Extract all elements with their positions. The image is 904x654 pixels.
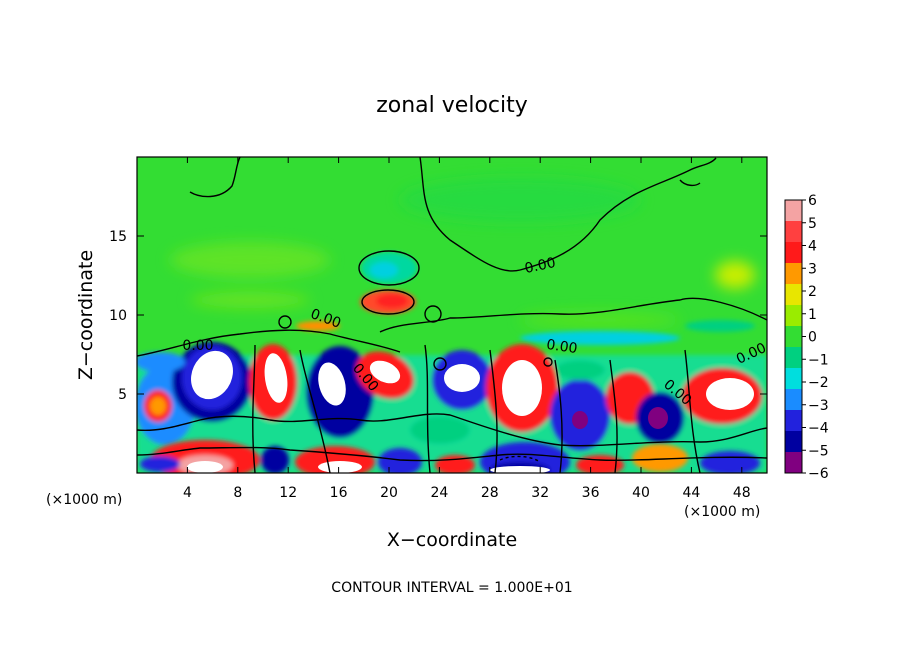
- colorbar-label: 2: [808, 284, 817, 300]
- colorbar-label: −5: [808, 443, 829, 459]
- y-tick-label: 5: [118, 387, 127, 403]
- colorbar-swatch: [785, 200, 802, 222]
- x-tick-label: 24: [430, 485, 448, 501]
- x-tick-label: 40: [632, 485, 650, 501]
- colorbar-label: 3: [808, 261, 817, 277]
- x-axis-label: X−coordinate: [387, 529, 517, 551]
- x-tick-label: 28: [481, 485, 499, 501]
- colorbar-label: −4: [808, 421, 829, 437]
- y-tick-label: 10: [109, 308, 127, 324]
- velocity-field: [137, 157, 767, 473]
- colorbar-label: 6: [808, 193, 817, 209]
- x-tick-label: 36: [582, 485, 600, 501]
- colorbar-swatch: [785, 347, 802, 369]
- colorbar-label: 1: [808, 307, 817, 323]
- contour-interval-note: CONTOUR INTERVAL = 1.000E+01: [331, 580, 572, 596]
- x-tick-label: 16: [330, 485, 348, 501]
- upper-anomalies: [296, 252, 755, 345]
- colorbar-swatch: [785, 242, 802, 264]
- x-tick-label: 8: [233, 485, 242, 501]
- contour-label: 0.00: [182, 338, 213, 354]
- colorbar-swatch: [785, 263, 802, 285]
- colorbar-label: −2: [808, 375, 829, 391]
- x-tick-label: 20: [380, 485, 398, 501]
- x-tick-label: 48: [733, 485, 751, 501]
- colorbar-label: 5: [808, 216, 817, 232]
- y-axis-label: Z−coordinate: [75, 250, 97, 380]
- colorbar-swatch: [785, 389, 802, 411]
- y-axis: 5 10 15: [109, 229, 767, 403]
- colorbar-label: −6: [808, 466, 829, 482]
- colorbar: 6 5 4 3 2 1 0 −1 −2 −3 −4 −5 −6: [784, 193, 829, 482]
- x-axis-unit: (×1000 m): [684, 504, 760, 520]
- colorbar-label: 4: [808, 239, 817, 255]
- colorbar-swatch: [785, 326, 802, 348]
- y-axis-unit: (×1000 m): [46, 492, 122, 508]
- x-tick-label: 12: [279, 485, 297, 501]
- colorbar-swatch: [785, 452, 802, 474]
- colorbar-swatch: [785, 431, 802, 453]
- x-axis: 4 8 12 16 20 24 28 32 36 40 44 48: [183, 157, 751, 501]
- x-tick-label: 44: [682, 485, 700, 501]
- chart-title: zonal velocity: [376, 93, 528, 118]
- colorbar-swatch: [785, 305, 802, 327]
- colorbar-swatch: [785, 284, 802, 306]
- colorbar-swatch: [785, 221, 802, 243]
- y-tick-label: 15: [109, 229, 127, 245]
- saturated-cores: [187, 350, 754, 473]
- contour-label: 0.00: [523, 255, 557, 277]
- colorbar-label: 0: [808, 330, 817, 346]
- colorbar-swatch: [785, 368, 802, 390]
- colorbar-label: −3: [808, 398, 829, 414]
- colorbar-label: −1: [808, 352, 829, 368]
- zero-contours: [137, 157, 767, 473]
- colorbar-swatch: [785, 410, 802, 432]
- x-tick-label: 4: [183, 485, 192, 501]
- upper-layer: [170, 178, 755, 328]
- contour-label: 0.00: [545, 337, 578, 357]
- x-tick-label: 32: [531, 485, 549, 501]
